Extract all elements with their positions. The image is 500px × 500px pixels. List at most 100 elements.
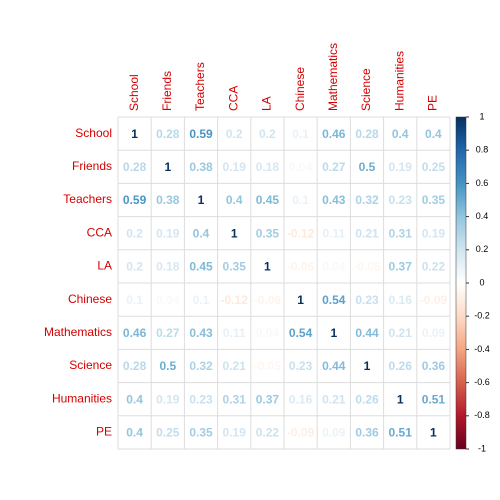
color-tick-label: 0.2: [476, 244, 489, 254]
cell-value: 0.09: [422, 326, 446, 340]
column-label: LA: [260, 96, 274, 111]
cell-value: 0.54: [322, 293, 346, 307]
cell-value: 0.1: [126, 293, 143, 307]
cell-value: -0.05: [254, 359, 282, 373]
cell-value: 0.27: [156, 326, 180, 340]
column-label: Friends: [160, 71, 174, 111]
column-label: PE: [426, 95, 440, 111]
cell-value: 0.4: [392, 127, 409, 141]
cell-value: 0.36: [422, 359, 446, 373]
cell-value: 0.1: [193, 293, 210, 307]
cell-value: 0.44: [322, 359, 346, 373]
row-label: Humanities: [52, 391, 112, 405]
cell-value: 0.23: [355, 293, 379, 307]
column-label: Science: [359, 68, 373, 111]
cell-value: 0.2: [226, 127, 243, 141]
cell-value: 0.4: [126, 392, 143, 406]
cell-value: 1: [297, 293, 304, 307]
cell-value: 0.2: [126, 260, 143, 274]
cell-value: 0.23: [189, 392, 213, 406]
cell-value: 1: [231, 226, 238, 240]
cell-value: 0.16: [389, 293, 413, 307]
row-label: PE: [96, 425, 112, 439]
row-label: Science: [69, 358, 112, 372]
cell-value: 0.37: [256, 392, 280, 406]
cell-value: 1: [430, 426, 437, 440]
cell-value: 1: [131, 127, 138, 141]
color-tick-label: 0.6: [476, 178, 489, 188]
cell-value: 0.38: [189, 160, 213, 174]
cell-value: 0.04: [256, 326, 280, 340]
cell-value: 0.59: [123, 193, 147, 207]
cell-value: 0.19: [422, 226, 446, 240]
cell-value: 0.4: [193, 226, 210, 240]
cell-value: 0.59: [189, 127, 213, 141]
cell-value: 0.54: [289, 326, 313, 340]
cell-value: 0.22: [256, 426, 280, 440]
cell-value: 1: [264, 260, 271, 274]
color-tick-label: -0.4: [474, 344, 490, 354]
cell-value: 0.25: [156, 426, 180, 440]
cell-value: 0.31: [389, 226, 413, 240]
cell-value: 0.16: [289, 392, 313, 406]
row-label: CCA: [87, 225, 112, 239]
column-label: Mathematics: [326, 43, 340, 111]
row-label: LA: [97, 259, 112, 273]
cell-value: 0.2: [259, 127, 276, 141]
cell-value: 0.43: [189, 326, 213, 340]
cell-value: 0.45: [256, 193, 280, 207]
cell-value: 0.21: [355, 226, 379, 240]
cell-value: 0.28: [123, 359, 147, 373]
cell-value: 0.21: [322, 392, 346, 406]
color-bar: [455, 116, 467, 450]
cell-value: 0.43: [322, 193, 346, 207]
column-label: Humanities: [392, 51, 406, 111]
cell-value: 0.1: [292, 127, 309, 141]
cell-value: 1: [330, 326, 337, 340]
cell-value: 0.4: [425, 127, 442, 141]
cell-value: 0.11: [322, 226, 345, 240]
cell-value: 0.46: [322, 127, 346, 141]
cell-value: 1: [164, 160, 171, 174]
cell-value: 0.25: [422, 160, 446, 174]
cell-value: 0.31: [223, 392, 247, 406]
color-tick-label: -0.8: [474, 410, 490, 420]
row-label: School: [75, 126, 112, 140]
cell-value: -0.12: [221, 293, 249, 307]
cell-value: 0.23: [389, 193, 413, 207]
color-tick-label: -0.6: [474, 377, 490, 387]
cell-value: 1: [198, 193, 205, 207]
cell-value: 0.32: [189, 359, 213, 373]
cell-value: 0.28: [355, 127, 379, 141]
cell-value: 0.19: [156, 226, 180, 240]
cell-value: 0.19: [223, 160, 247, 174]
cell-value: 0.27: [322, 160, 346, 174]
cell-value: 0.1: [292, 193, 309, 207]
cell-value: 0.38: [156, 193, 180, 207]
cell-value: 0.44: [355, 326, 379, 340]
cell-value: 0.21: [389, 326, 413, 340]
cell-value: -0.06: [254, 293, 282, 307]
cell-value: 0.32: [355, 193, 379, 207]
cell-value: -0.06: [287, 260, 315, 274]
row-label: Friends: [72, 159, 112, 173]
cell-value: 0.23: [289, 359, 313, 373]
cell-value: 0.46: [123, 326, 147, 340]
cell-value: 0.35: [422, 193, 446, 207]
cell-value: 0.09: [322, 426, 346, 440]
row-label: Chinese: [68, 292, 112, 306]
cell-value: 0.28: [123, 160, 147, 174]
cell-value: 0.26: [389, 359, 413, 373]
cell-value: 0.19: [389, 160, 413, 174]
cell-value: -0.05: [353, 260, 381, 274]
cell-value: 0.18: [256, 160, 280, 174]
cell-value: 1: [364, 359, 371, 373]
cell-value: 0.26: [355, 392, 379, 406]
color-tick-label: 0.4: [476, 211, 489, 221]
cell-value: 0.5: [159, 359, 176, 373]
column-label: Teachers: [193, 62, 207, 111]
cell-value: 0.36: [355, 426, 379, 440]
column-label: Chinese: [293, 67, 307, 111]
